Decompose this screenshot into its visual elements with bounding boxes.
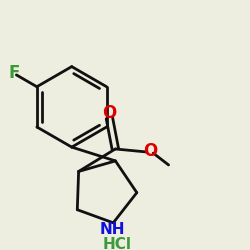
Text: O: O <box>143 142 158 160</box>
Text: F: F <box>8 64 20 82</box>
Text: HCl: HCl <box>102 236 131 250</box>
Text: O: O <box>102 104 117 122</box>
Text: NH: NH <box>99 222 125 238</box>
